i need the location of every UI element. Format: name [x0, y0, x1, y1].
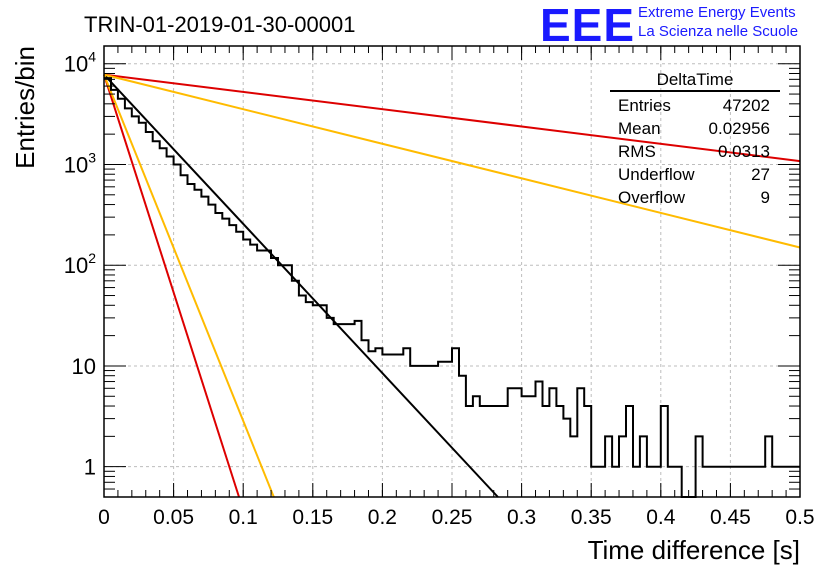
stats-row-entries: Entries 47202	[610, 94, 780, 117]
stats-box: DeltaTime Entries 47202 Mean 0.02956 RMS…	[610, 70, 780, 209]
x-tick-label: 0	[98, 506, 110, 529]
y-tick-label: 10	[72, 354, 96, 379]
stats-value: 9	[760, 188, 770, 207]
stats-row-overflow: Overflow 9	[610, 186, 780, 209]
x-tick-label: 0.35	[571, 506, 612, 529]
x-tick-label: 0.25	[432, 506, 473, 529]
y-tick-label: 103	[64, 149, 96, 177]
eee-tagline-2: La Scienza nelle Scuole	[638, 23, 799, 40]
fit-curve	[103, 73, 499, 498]
fit-curve	[103, 73, 801, 163]
x-tick-label: 0.45	[710, 506, 751, 529]
stats-label: Entries	[618, 96, 671, 115]
y-axis-label: Entries/bin	[10, 46, 40, 169]
run-title: TRIN-01-2019-01-30-00001	[84, 12, 356, 37]
stats-row-underflow: Underflow 27	[610, 163, 780, 186]
x-tick-label: 0.4	[646, 506, 676, 529]
x-tick-label: 0.2	[368, 506, 397, 529]
x-axis: 0 0.05 0.1 0.15 0.2 0.25 0.3 0.35 0.4 0.45 0.5	[98, 46, 815, 529]
x-axis-label: Time difference [s]	[588, 535, 800, 565]
x-tick-label: 0.1	[229, 506, 258, 529]
stats-row-mean: Mean 0.02956	[610, 117, 780, 140]
x-tick-label: 0.15	[292, 506, 333, 529]
stats-label: Underflow	[618, 165, 695, 184]
eee-logo: EEE	[540, 0, 636, 51]
delta-time-histogram	[104, 77, 800, 498]
stats-label: Mean	[618, 119, 661, 138]
fit-curve	[103, 74, 240, 498]
x-tick-label: 0.3	[507, 506, 536, 529]
stats-label: Overflow	[618, 188, 686, 207]
stats-value: 27	[751, 165, 770, 184]
stats-value: 47202	[722, 96, 770, 115]
y-tick-label: 104	[64, 49, 96, 77]
fit-curves	[103, 73, 801, 498]
stats-row-rms: RMS 0.0313	[610, 140, 780, 163]
grid-lines	[104, 46, 800, 497]
fit-curve	[103, 73, 801, 249]
stats-title: DeltaTime	[610, 70, 780, 92]
x-tick-label: 0.5	[785, 506, 814, 529]
stats-value: 0.0313	[718, 142, 770, 161]
fit-curve	[103, 74, 275, 498]
x-tick-label: 0.05	[153, 506, 194, 529]
stats-label: RMS	[618, 142, 656, 161]
y-tick-label: 1	[84, 455, 96, 480]
eee-tagline-1: Extreme Energy Events	[638, 4, 796, 21]
y-tick-label: 102	[64, 250, 96, 278]
stats-value: 0.02956	[708, 119, 770, 138]
